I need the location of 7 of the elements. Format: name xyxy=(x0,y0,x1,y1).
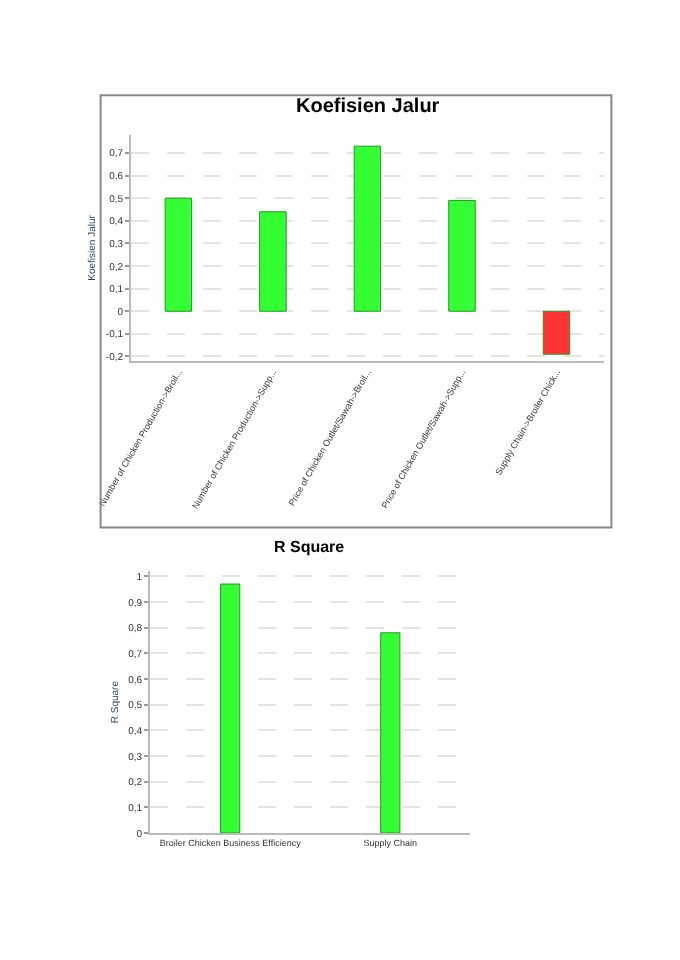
bar xyxy=(542,310,571,355)
bar xyxy=(353,145,382,312)
chart-title: Koefisien Jalur xyxy=(296,96,440,118)
chart-title: R Square xyxy=(274,538,346,556)
bar xyxy=(164,197,193,312)
bar xyxy=(259,211,287,312)
bar xyxy=(448,199,476,312)
